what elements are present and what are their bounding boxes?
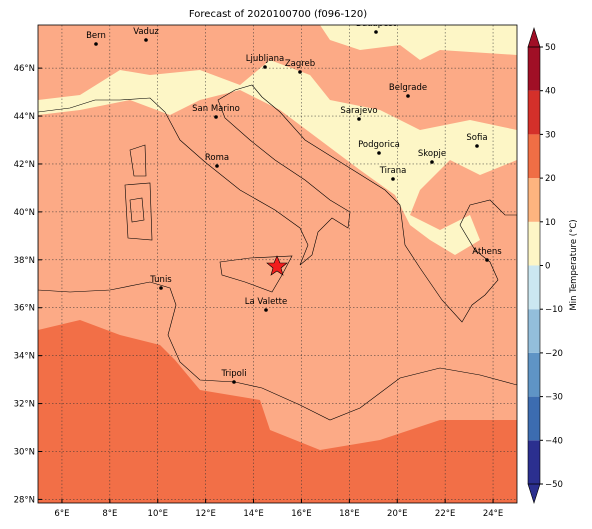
city-dot — [298, 70, 302, 74]
city-dot — [264, 308, 268, 312]
colorbar-tick-label: −30 — [545, 393, 563, 403]
cities: Bern Vaduz Budapest Ljubljana Zagreb Bel… — [86, 19, 502, 384]
colorbar-tick-label: 0 — [545, 262, 550, 272]
x-tick-label: 24°E — [483, 509, 503, 519]
city-dot — [430, 160, 434, 164]
city-label: Athens — [472, 247, 502, 257]
city-dot — [374, 30, 378, 34]
city-label: Tunis — [149, 275, 172, 285]
x-tick-label: 14°E — [243, 509, 263, 519]
sardinia — [124, 182, 153, 241]
colorbar-label: Min Temperature (°C) — [569, 219, 579, 310]
y-tick-label: 46°N — [14, 64, 35, 74]
y-tick-label: 42°N — [14, 160, 35, 170]
colorbar-tick-label: 10 — [545, 218, 556, 228]
y-tick-label: 28°N — [14, 495, 35, 505]
corsica — [129, 144, 147, 177]
x-tick-label: 6°E — [54, 509, 69, 519]
city-dot — [94, 42, 98, 46]
city-dot — [406, 94, 410, 98]
axes: 6°E 8°E 10°E 12°E 14°E 16°E 18°E 20°E 22°E 24°E 28… — [14, 64, 504, 519]
city-dot — [159, 286, 163, 290]
colorbar-tick-label: −20 — [545, 349, 563, 359]
y-tick-label: 36°N — [14, 304, 35, 314]
colorbar-segment — [528, 352, 540, 397]
city-dot — [357, 117, 361, 121]
city-label: Podgorica — [358, 140, 400, 150]
colorbar-extend-high — [527, 27, 541, 48]
sicily — [219, 255, 293, 293]
city-dot — [377, 151, 381, 155]
y-tick-label: 32°N — [14, 400, 35, 410]
colorbar-tick-label: 50 — [545, 43, 556, 53]
city-label: Belgrade — [389, 83, 427, 93]
city-label: Sofia — [466, 133, 487, 143]
title: Forecast of 2020100700 (f096-120) — [189, 9, 367, 20]
colorbar-tick-label: 40 — [545, 87, 556, 97]
colorbar-tick-label: 30 — [545, 130, 556, 140]
map-frame — [37, 24, 518, 504]
colorbar-segment — [528, 309, 540, 353]
y-tick-label: 34°N — [14, 352, 35, 362]
colorbar-segment — [528, 265, 540, 310]
x-tick-label: 12°E — [195, 509, 215, 519]
sardinia-hills — [129, 197, 145, 223]
x-tick-label: 20°E — [387, 509, 407, 519]
city-label: La Valette — [245, 297, 288, 307]
city-label: Bern — [86, 31, 106, 41]
star-marker — [266, 255, 288, 276]
city-label: Roma — [205, 153, 229, 163]
colorbar-tick-label: 20 — [545, 174, 556, 184]
sea — [38, 84, 517, 421]
colorbar-segment — [528, 178, 540, 222]
colorbar: −50 −40 −30 −20 −10 0 10 20 30 40 50 — [527, 27, 563, 504]
map: Bern Vaduz Budapest Ljubljana Zagreb Bel… — [38, 19, 517, 503]
city-label: Budapest — [356, 19, 397, 29]
city-dot — [214, 115, 218, 119]
city-dot — [475, 144, 479, 148]
city-dot — [485, 258, 489, 262]
colorbar-tick-label: −10 — [545, 305, 563, 315]
city-label: Tripoli — [220, 369, 246, 379]
city-label: Vaduz — [133, 27, 159, 37]
colorbar-segment — [528, 90, 540, 135]
x-tick-label: 8°E — [102, 509, 117, 519]
x-tick-label: 16°E — [291, 509, 311, 519]
colorbar-segment — [528, 440, 540, 484]
city-dot — [232, 380, 236, 384]
city-dot — [263, 65, 267, 69]
city-label: Zagreb — [285, 59, 315, 69]
colorbar-segment — [528, 221, 540, 266]
city-dot — [144, 38, 148, 42]
colorbar-tick-label: −50 — [545, 480, 563, 490]
colorbar-extend-low — [527, 483, 541, 504]
colorbar-tick-label: −40 — [545, 436, 563, 446]
city-label: Ljubljana — [246, 54, 284, 64]
city-dot — [391, 177, 395, 181]
y-tick-label: 40°N — [14, 208, 35, 218]
city-label: Sarajevo — [340, 106, 377, 116]
city-label: Tirana — [379, 166, 407, 176]
city-dot — [215, 164, 219, 168]
colorbar-segment — [528, 396, 540, 441]
colorbar-segment — [528, 47, 540, 91]
y-tick-label: 44°N — [14, 112, 35, 122]
colorbar-segment — [528, 134, 540, 179]
x-tick-label: 10°E — [148, 509, 168, 519]
city-label: San Marino — [192, 104, 240, 114]
x-tick-label: 22°E — [435, 509, 455, 519]
x-tick-label: 18°E — [339, 509, 359, 519]
y-tick-label: 38°N — [14, 256, 35, 266]
city-label: Skopje — [418, 149, 446, 159]
y-tick-label: 30°N — [14, 447, 35, 457]
